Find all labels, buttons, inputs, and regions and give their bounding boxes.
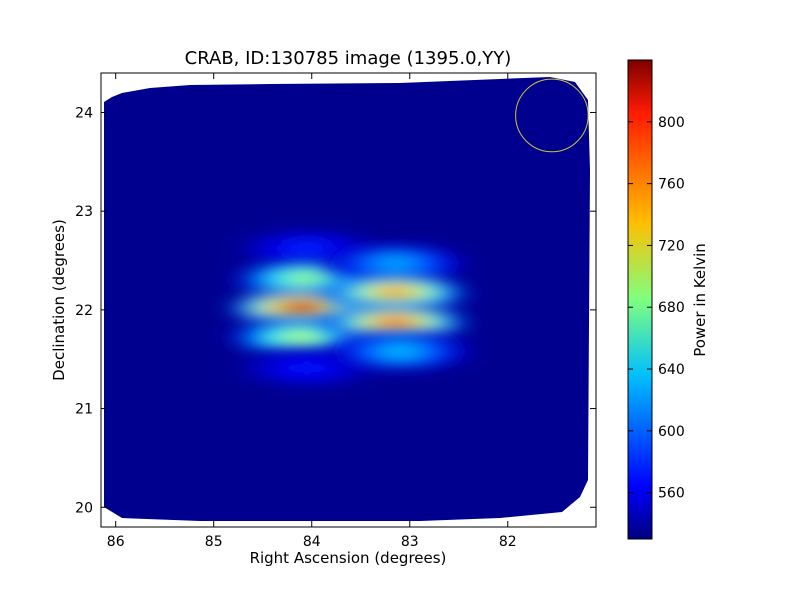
chart-title: CRAB, ID:130785 image (1395.0,YY) (185, 48, 512, 69)
x-tick-label: 85 (205, 534, 223, 550)
source-blob (331, 332, 468, 371)
source-blob (327, 244, 464, 283)
colorbar-tick-label: 760 (658, 177, 685, 193)
y-tick-label: 24 (75, 105, 93, 121)
colorbar-tick-label: 560 (658, 486, 685, 502)
plot-area: 86 85 84 83 82 20 21 22 23 24 (75, 72, 597, 550)
source-blob (327, 303, 464, 342)
source-blob-layer (290, 362, 324, 374)
y-tick-label: 20 (75, 500, 93, 516)
source-blob (327, 274, 464, 313)
colorbar-tick-label: 800 (658, 115, 685, 131)
x-axis-title: Right Ascension (degrees) (250, 549, 447, 567)
source-blob (238, 349, 375, 388)
source-blob-layer (285, 331, 319, 344)
colorbar-body (627, 59, 653, 540)
y-tick-label: 21 (75, 402, 93, 418)
colorbar-tick-label: 640 (658, 362, 685, 378)
y-axis-title: Declination (degrees) (50, 219, 68, 381)
colorbar-label: Power in Kelvin (691, 243, 709, 357)
y-tick-label: 22 (75, 303, 93, 319)
x-tick-label: 84 (303, 534, 321, 550)
plot-frame (100, 72, 597, 528)
source-blob-layer (378, 287, 412, 299)
colorbar-tick-label: 600 (658, 424, 685, 440)
colorbar-tick-label: 680 (658, 300, 685, 316)
x-tick-label: 86 (107, 534, 125, 550)
colorbar-tick-label: 720 (658, 238, 685, 254)
source-blob-layer (383, 345, 417, 357)
source-blob-layer (290, 273, 324, 285)
source-blob-layer (290, 243, 324, 255)
x-tick-label: 82 (499, 534, 517, 550)
beam-circle-annotation (515, 78, 589, 153)
y-tick-label: 23 (75, 204, 93, 220)
x-tick-label: 83 (401, 534, 419, 550)
colorbar: 560 600 640 680 720 760 800 Power in Kelvin (627, 59, 709, 540)
source-blob-layer (378, 317, 412, 329)
source-blob-layer (285, 302, 319, 314)
source-blob-layer (378, 257, 412, 270)
